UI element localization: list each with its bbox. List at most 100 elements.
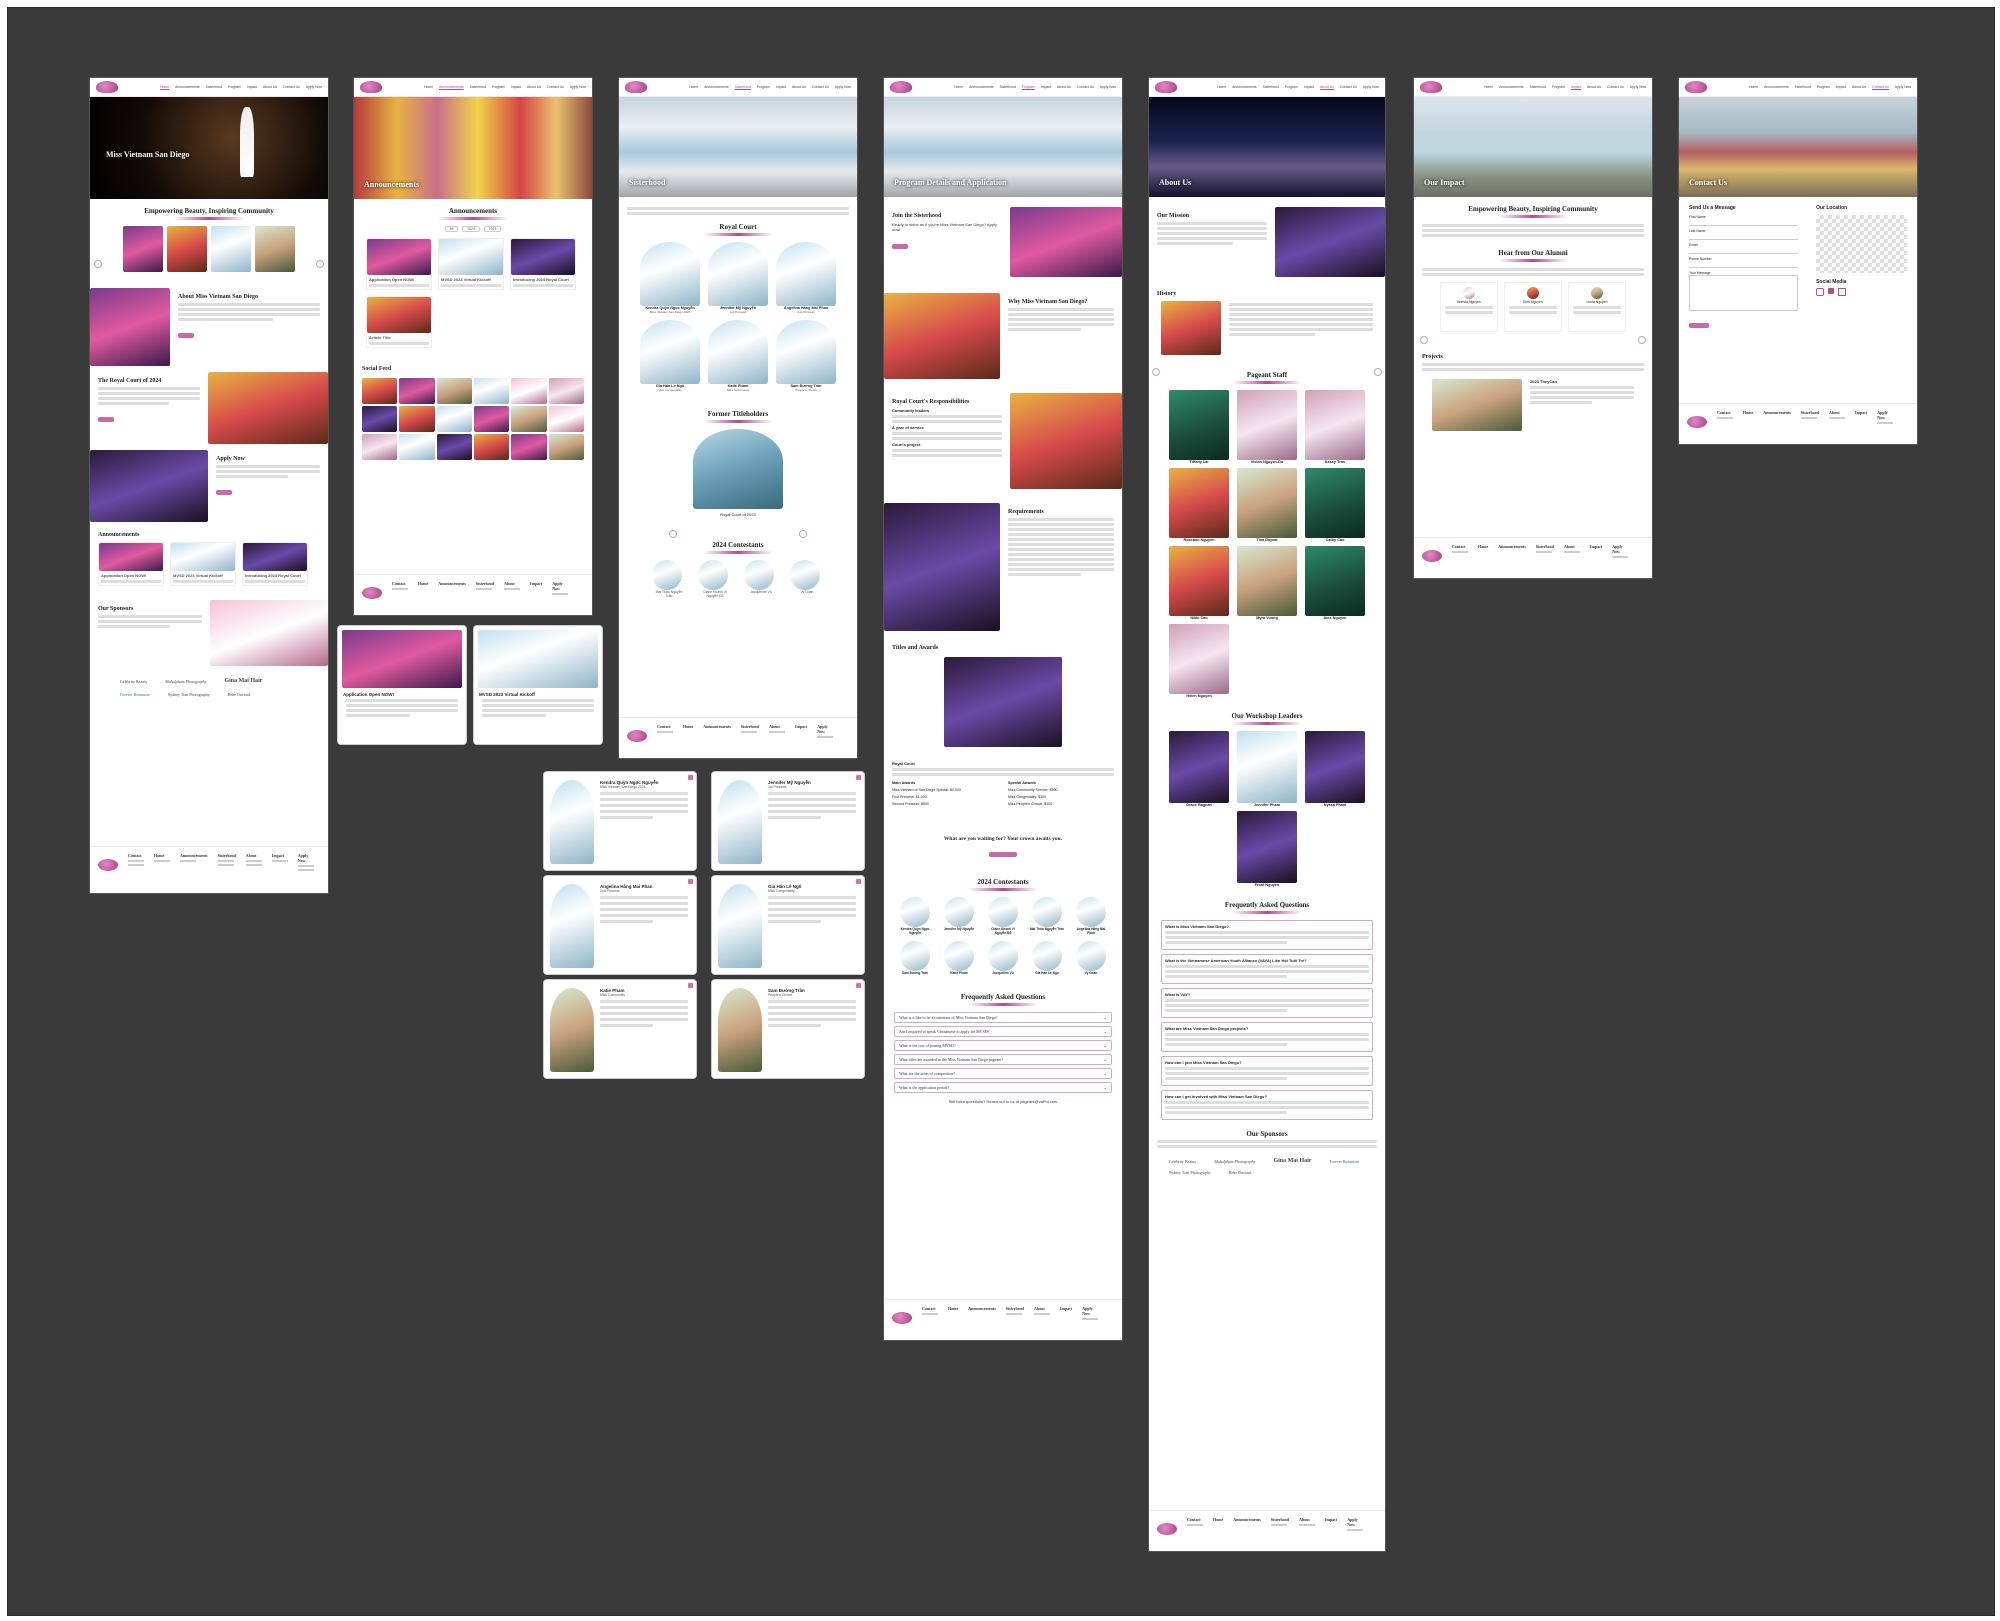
nav-sisterhood[interactable]: Sisterhood: [205, 85, 222, 89]
contestant[interactable]: Angelina Hằng Mai Phan: [1074, 897, 1108, 935]
court-member[interactable]: Katie Pham Miss Community: [708, 320, 768, 392]
sponsor-forever[interactable]: Forever Beaumore: [120, 692, 150, 697]
footer-col[interactable]: Announcements: [180, 853, 208, 871]
social-post[interactable]: [399, 406, 435, 432]
faq-item[interactable]: What titles are awarded in the Miss Viet…: [894, 1054, 1112, 1065]
close-icon[interactable]: [688, 879, 693, 884]
footer-col[interactable]: Apply Now: [297, 853, 314, 871]
faq-item[interactable]: What is the cost of joining MVSD? ⌄: [894, 1040, 1112, 1051]
social-post[interactable]: [511, 434, 547, 460]
faq-item[interactable]: What are Miss Vietnam San Diego projects…: [1161, 1022, 1373, 1052]
nav-impact[interactable]: Impact: [246, 85, 258, 89]
nav-home[interactable]: Home: [160, 85, 170, 89]
sponsor-mahalpham[interactable]: Mahalpham Photography: [165, 678, 207, 684]
close-icon[interactable]: [688, 983, 693, 988]
alumni-card[interactable]: Elen Nguyen: [1504, 282, 1562, 332]
social-post[interactable]: [362, 434, 398, 460]
sponsor-sydney[interactable]: Sydney Tran Photography: [1169, 1170, 1211, 1175]
court-member[interactable]: Kendra Quỳn Ngọc Nguyễn Miss Vietnam San …: [640, 242, 700, 314]
carousel-prev-icon[interactable]: ‹: [669, 530, 677, 538]
alumni-card[interactable]: Brenda Nguyen: [1440, 282, 1498, 332]
filter-all[interactable]: All: [444, 226, 459, 232]
faq-item[interactable]: What are the areas of competition? ⌄: [894, 1068, 1112, 1079]
court-member[interactable]: Sam Đường Trần People's Choice: [776, 320, 836, 392]
sponsor-celebrity[interactable]: Celebrity Beauty: [120, 678, 148, 684]
apply-now-button[interactable]: [216, 490, 232, 495]
carousel-prev-icon[interactable]: ‹: [94, 260, 102, 268]
announcement-card[interactable]: Application Open NOW!: [366, 238, 432, 290]
faq-item[interactable]: What is the application period? ⌄: [894, 1082, 1112, 1093]
mail-icon[interactable]: [1838, 288, 1847, 296]
faq-item[interactable]: How can I join Miss Vietnam San Diego?: [1161, 1056, 1373, 1086]
contestant[interactable]: Gia Hân Lê Ngô: [1030, 941, 1064, 975]
first-name-field[interactable]: [1689, 219, 1799, 226]
footer-logo[interactable]: [98, 859, 118, 871]
carousel-next-icon[interactable]: ›: [799, 530, 807, 538]
sponsor-celebrity[interactable]: Celebrity Beauty: [1169, 1158, 1197, 1164]
message-field[interactable]: [1689, 275, 1799, 311]
close-icon[interactable]: [856, 879, 861, 884]
footer-col[interactable]: Sisterhood: [217, 853, 236, 871]
nav-program[interactable]: Program: [227, 85, 241, 89]
submit-button[interactable]: [1689, 323, 1709, 328]
announcement-card[interactable]: Introducing 2024 Royal Court: [510, 238, 576, 290]
social-post[interactable]: [548, 378, 584, 404]
email-field[interactable]: [1689, 247, 1799, 254]
court-member[interactable]: Jennifer Mỹ Nguyễn 1st Princess: [708, 242, 768, 314]
announcement-card[interactable]: Article Title: [366, 296, 432, 348]
alumni-card[interactable]: Linda Nguyen: [1568, 282, 1626, 332]
court-member[interactable]: Gia Hân Lê Ngô Miss Congeniality: [640, 320, 700, 392]
social-post[interactable]: [511, 378, 547, 404]
social-post[interactable]: [399, 378, 435, 404]
learn-more-button[interactable]: [178, 333, 194, 338]
faq-item[interactable]: What is the Vietnamese American Youth Al…: [1161, 954, 1373, 984]
phone-field[interactable]: [1689, 261, 1799, 268]
carousel-next-icon[interactable]: ›: [316, 260, 324, 268]
contestant[interactable]: Claire Khánh Vi Nguyễn Đỗ: [698, 560, 732, 598]
close-icon[interactable]: [688, 775, 693, 780]
nav-contact[interactable]: Contact Us: [283, 85, 300, 89]
sponsor-forever[interactable]: Forever Beaumore: [1329, 1158, 1360, 1164]
meet-court-button[interactable]: [98, 417, 114, 422]
close-icon[interactable]: [856, 983, 861, 988]
social-post[interactable]: [436, 378, 472, 404]
announcement-card[interactable]: MVSD 2023 Virtual Kickoff: [438, 238, 504, 290]
social-post[interactable]: [436, 406, 472, 432]
nav-apply[interactable]: Apply Now: [305, 85, 322, 89]
carousel-next-icon[interactable]: ›: [1638, 336, 1646, 344]
faq-item[interactable]: What is Miss Vietnam San Diego?: [1161, 920, 1373, 950]
contestant[interactable]: Kendra Quỳn Ngọc Nguyễn: [898, 897, 932, 935]
contestant[interactable]: Vy Đoàn: [790, 560, 824, 598]
announcement-card[interactable]: Application Open NOW!: [98, 542, 164, 586]
logo[interactable]: [96, 81, 118, 93]
social-post[interactable]: [511, 406, 547, 432]
court-member[interactable]: Angelina Hằng Mai Phan 2nd Princess: [776, 242, 836, 314]
social-post[interactable]: [548, 406, 584, 432]
faq-item[interactable]: What is VAY?: [1161, 988, 1373, 1018]
contestant[interactable]: Claire Khánh Vi Nguyễn Đỗ: [986, 897, 1020, 935]
sponsor-gina-mai[interactable]: Gina Mai Hair: [1273, 1158, 1312, 1164]
apply-now-button[interactable]: [989, 852, 1017, 857]
sponsor-bebe[interactable]: Bebe Ouvrard: [227, 692, 251, 697]
contestant[interactable]: Mai Thảo Nguyễn Trần: [1030, 897, 1064, 935]
footer-col[interactable]: Impact: [271, 853, 288, 871]
nav-about[interactable]: About Us: [263, 85, 277, 89]
social-post[interactable]: [473, 434, 510, 460]
carousel-next-icon[interactable]: ›: [1374, 368, 1382, 376]
close-icon[interactable]: [856, 775, 861, 780]
filter-2023[interactable]: 2023: [483, 226, 502, 232]
sponsor-mahalpham[interactable]: Mahalpham Photography: [1214, 1158, 1256, 1164]
instagram-icon[interactable]: [1816, 288, 1825, 296]
contestant[interactable]: Vy Đoàn: [1074, 941, 1108, 975]
facebook-icon[interactable]: [1828, 288, 1835, 294]
sponsor-sydney[interactable]: Sydney Tran Photography: [167, 692, 210, 697]
apply-now-button[interactable]: [892, 244, 908, 249]
faq-item[interactable]: Am I required to speak Vietnamese to app…: [894, 1026, 1112, 1037]
social-post[interactable]: [548, 434, 584, 460]
contestant[interactable]: Jacqueline Vũ: [744, 560, 778, 598]
map-placeholder[interactable]: [1816, 215, 1907, 273]
social-post[interactable]: [473, 378, 510, 404]
contestant[interactable]: Katie Pham: [942, 941, 976, 975]
last-name-field[interactable]: [1689, 233, 1799, 240]
contestant[interactable]: Mai Thảo Nguyễn Trần: [652, 560, 686, 598]
